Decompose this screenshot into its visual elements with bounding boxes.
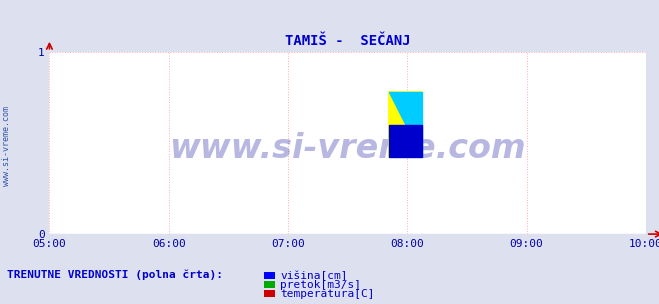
Text: višina[cm]: višina[cm] bbox=[280, 271, 347, 281]
Text: temperatura[C]: temperatura[C] bbox=[280, 289, 374, 299]
Text: www.si-vreme.com: www.si-vreme.com bbox=[2, 106, 11, 186]
Text: pretok[m3/s]: pretok[m3/s] bbox=[280, 280, 361, 290]
Polygon shape bbox=[389, 125, 422, 157]
Polygon shape bbox=[389, 92, 422, 157]
Polygon shape bbox=[389, 92, 422, 157]
Text: www.si-vreme.com: www.si-vreme.com bbox=[169, 132, 526, 165]
Text: TRENUTNE VREDNOSTI (polna črta):: TRENUTNE VREDNOSTI (polna črta): bbox=[7, 270, 223, 280]
Title: TAMIŠ -  SEČANJ: TAMIŠ - SEČANJ bbox=[285, 34, 411, 48]
